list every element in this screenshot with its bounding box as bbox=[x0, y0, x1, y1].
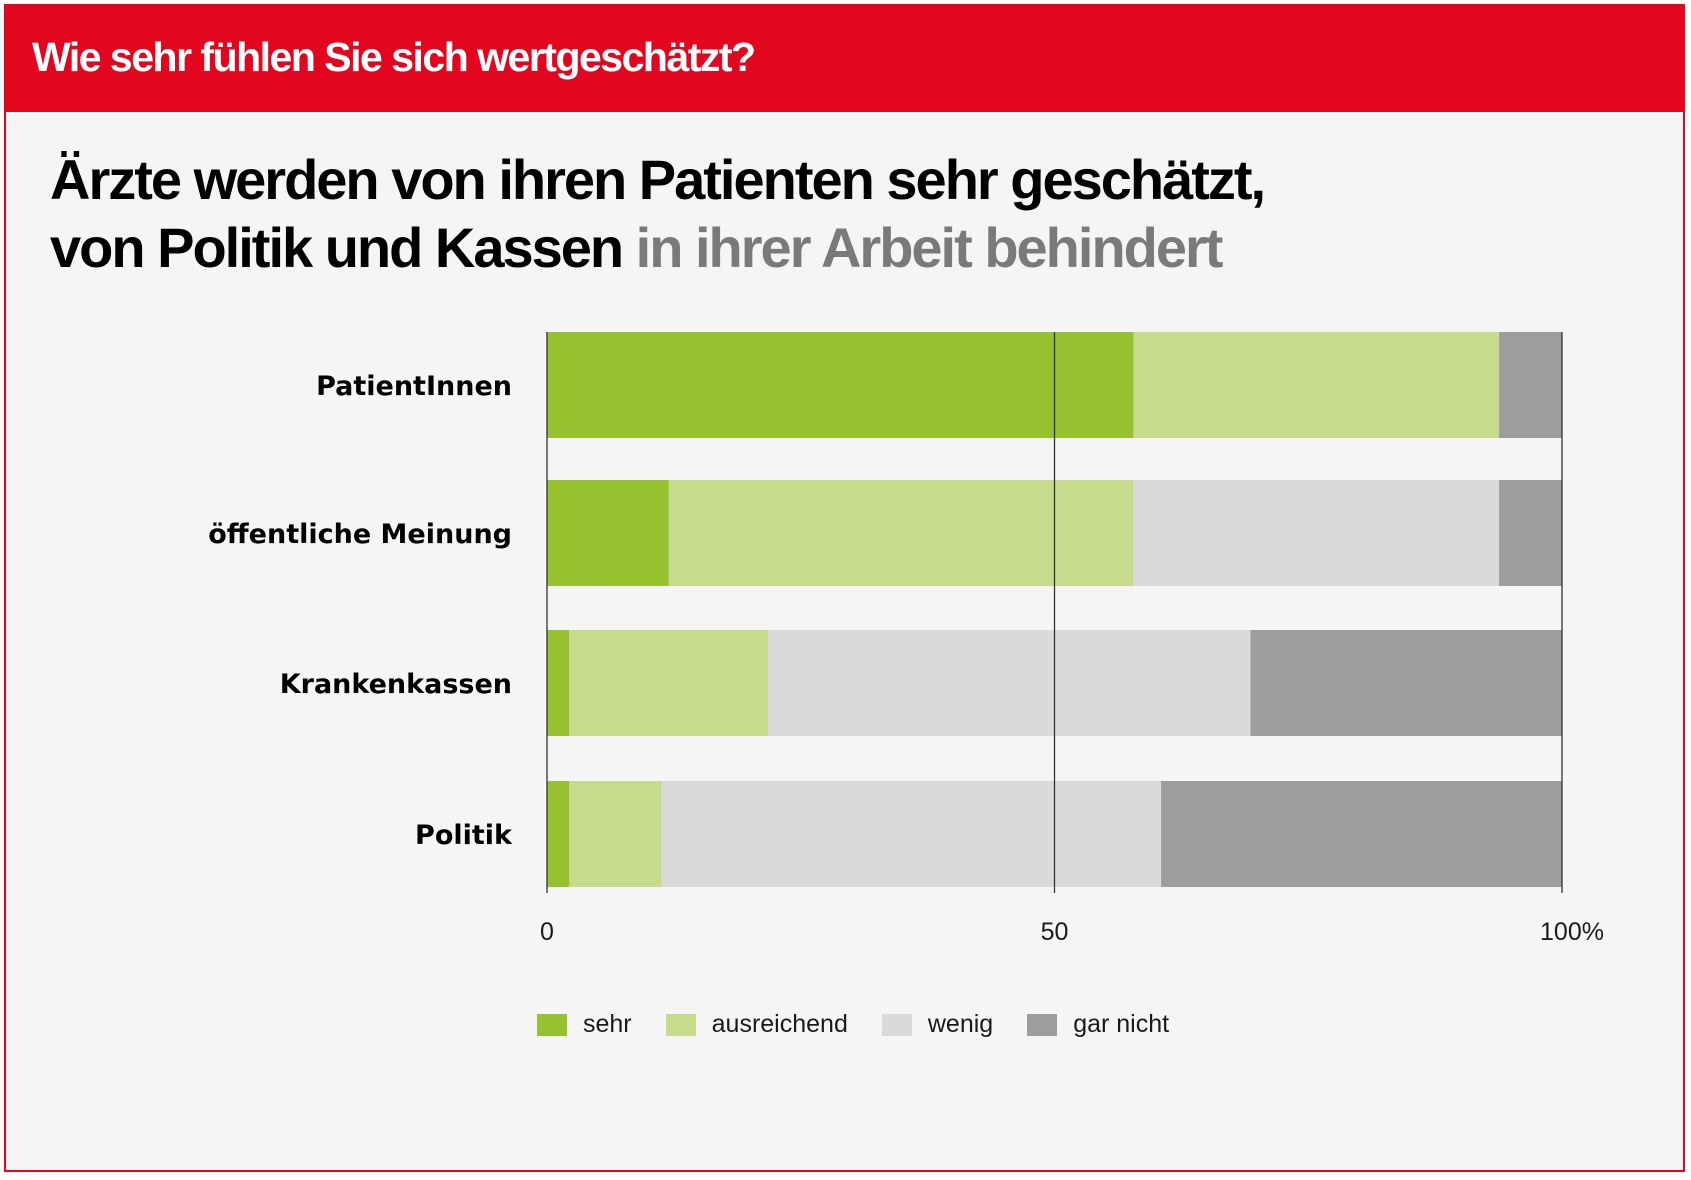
legend-swatch bbox=[665, 1013, 696, 1036]
x-tick-label: 50 bbox=[1041, 918, 1069, 946]
category-label: Krankenkassen bbox=[280, 669, 512, 700]
bar-segment-sehr bbox=[547, 480, 669, 586]
x-tick-label: 100% bbox=[1540, 918, 1604, 946]
bar-segment-wenig bbox=[768, 630, 1251, 736]
legend-swatch bbox=[1027, 1013, 1058, 1036]
chart-frame: Wie sehr fühlen Sie sich wertgeschätzt? … bbox=[4, 4, 1685, 1172]
legend-label: wenig bbox=[927, 1010, 994, 1038]
legend-item: ausreichend bbox=[665, 1010, 848, 1039]
category-label: PatientInnen bbox=[316, 371, 512, 402]
bar-segment-ausreichend bbox=[1133, 332, 1500, 438]
bar-segment-sehr bbox=[547, 630, 570, 736]
legend-label: ausreichend bbox=[711, 1010, 848, 1038]
bar-segment-wenig bbox=[661, 781, 1162, 887]
legend-item: gar nicht bbox=[1027, 1010, 1169, 1039]
headline-line-1: Ärzte werden von ihren Patienten sehr ge… bbox=[50, 148, 1266, 211]
bar-segment-ausreichend bbox=[569, 630, 769, 736]
chart-legend: sehr ausreichend wenig gar nicht bbox=[537, 1010, 1203, 1039]
banner-title: Wie sehr fühlen Sie sich wertgeschätzt? bbox=[32, 34, 756, 80]
legend-label: sehr bbox=[583, 1010, 632, 1038]
bar-segment-gar-nicht bbox=[1250, 630, 1562, 736]
headline-grey-text: in ihrer Arbeit behindert bbox=[635, 216, 1224, 279]
legend-swatch bbox=[537, 1013, 567, 1036]
legend-item: wenig bbox=[881, 1010, 994, 1039]
legend-swatch bbox=[881, 1013, 912, 1036]
category-label: Politik bbox=[415, 820, 513, 851]
bar-segment-ausreichend bbox=[569, 781, 662, 887]
legend-item: sehr bbox=[537, 1010, 632, 1039]
category-label: öffentliche Meinung bbox=[208, 519, 512, 550]
headline-dark-text: von Politik und Kassen bbox=[50, 216, 624, 279]
bar-segment-sehr bbox=[547, 781, 570, 887]
chart-headline: Ärzte werden von ihren Patienten sehr ge… bbox=[50, 146, 1266, 282]
bar-segment-sehr bbox=[547, 332, 1134, 438]
legend-label: gar nicht bbox=[1073, 1010, 1170, 1038]
header-banner: Wie sehr fühlen Sie sich wertgeschätzt? bbox=[6, 6, 1683, 114]
headline-line-2: von Politik und Kassen in ihrer Arbeit b… bbox=[50, 214, 1264, 282]
bar-segment-gar-nicht bbox=[1499, 332, 1562, 438]
x-tick-label: 0 bbox=[540, 918, 554, 946]
bar-segment-wenig bbox=[1133, 480, 1500, 586]
bar-segment-gar-nicht bbox=[1161, 781, 1562, 887]
bar-segment-gar-nicht bbox=[1499, 480, 1562, 586]
bar-segment-ausreichend bbox=[668, 480, 1134, 586]
